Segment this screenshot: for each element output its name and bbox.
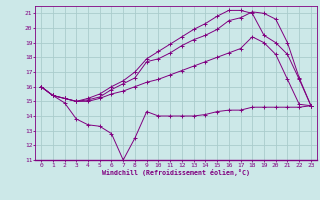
X-axis label: Windchill (Refroidissement éolien,°C): Windchill (Refroidissement éolien,°C)	[102, 169, 250, 176]
